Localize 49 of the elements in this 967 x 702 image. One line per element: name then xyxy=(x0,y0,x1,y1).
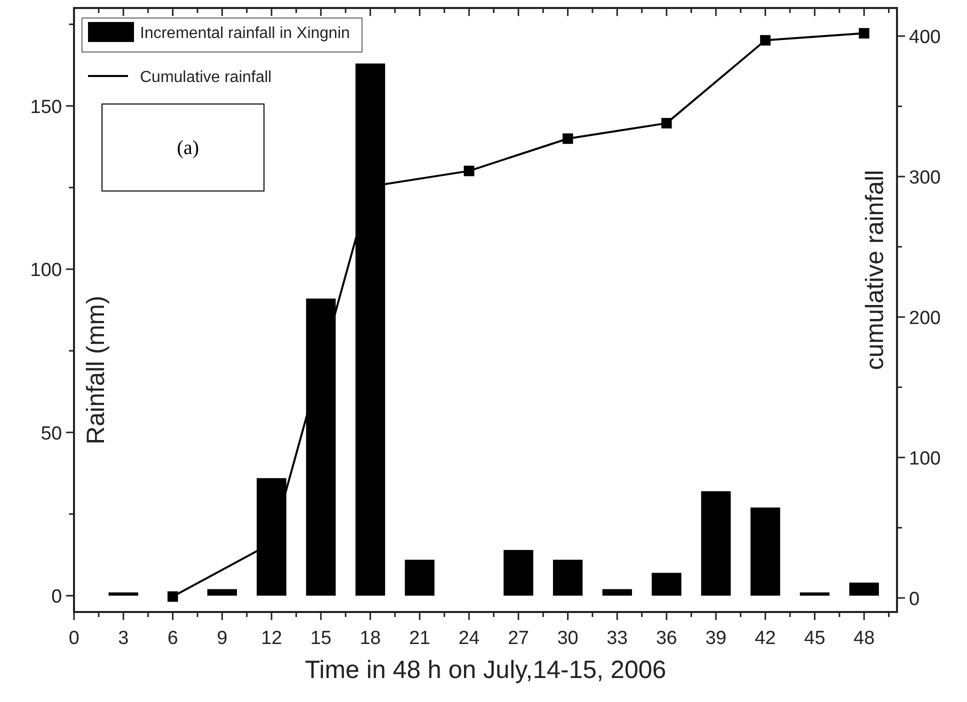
bar xyxy=(552,560,583,596)
y-tick-label: 150 xyxy=(30,96,62,118)
x-tick-label: 9 xyxy=(216,628,228,649)
y-tick-label: 50 xyxy=(40,423,62,444)
y2-tick-label: 400 xyxy=(909,27,941,48)
bar xyxy=(652,572,682,596)
x-tick-label: 27 xyxy=(508,628,529,649)
y2-tick-label: 300 xyxy=(909,168,941,189)
bar xyxy=(701,491,731,596)
x-tick-label: 15 xyxy=(310,628,332,649)
y2-tick-label: 200 xyxy=(909,308,941,330)
x-tick-label: 6 xyxy=(167,628,178,649)
point xyxy=(858,28,870,39)
point xyxy=(464,166,474,176)
bar xyxy=(404,560,434,596)
annotation: (a) xyxy=(176,137,200,159)
y-tick-label: 0 xyxy=(51,586,62,608)
point xyxy=(562,133,574,144)
x-tick-label: 36 xyxy=(656,628,678,649)
x-tick-label: 24 xyxy=(458,628,480,649)
bar xyxy=(207,589,237,596)
x-tick-label: 18 xyxy=(360,628,381,649)
x-tick-label: 39 xyxy=(705,628,727,649)
x-axis-title: Time in 48 h on July,14-15, 2006 xyxy=(304,656,666,684)
y2-tick-label: 100 xyxy=(909,448,941,470)
bar xyxy=(849,582,879,596)
x-tick-label: 33 xyxy=(606,628,628,649)
legend-label: Incremental rainfall in Xingnin xyxy=(140,25,350,42)
x-tick-label: 42 xyxy=(754,628,776,649)
bar xyxy=(750,508,780,596)
bar xyxy=(504,550,534,596)
x-tick-label: 48 xyxy=(854,628,875,649)
x-tick-label: 45 xyxy=(804,628,826,649)
point xyxy=(168,591,178,602)
x-tick-label: 12 xyxy=(260,628,282,649)
point xyxy=(760,35,771,46)
bar xyxy=(800,592,830,596)
x-tick-label: 30 xyxy=(557,628,578,649)
x-tick-label: 21 xyxy=(409,628,430,649)
y-axis-title: Rainfall (mm) xyxy=(82,296,110,444)
x-tick-label: 3 xyxy=(118,628,129,649)
y-tick-label: 100 xyxy=(30,260,62,282)
y2-axis-title: cumulative rainfall xyxy=(861,170,889,370)
y2-tick-label: 0 xyxy=(909,588,920,610)
legend-label: Cumulative rainfall xyxy=(140,69,272,86)
bar xyxy=(108,592,138,596)
bar xyxy=(602,589,632,596)
x-tick-label: 0 xyxy=(68,628,80,649)
point xyxy=(661,118,672,128)
